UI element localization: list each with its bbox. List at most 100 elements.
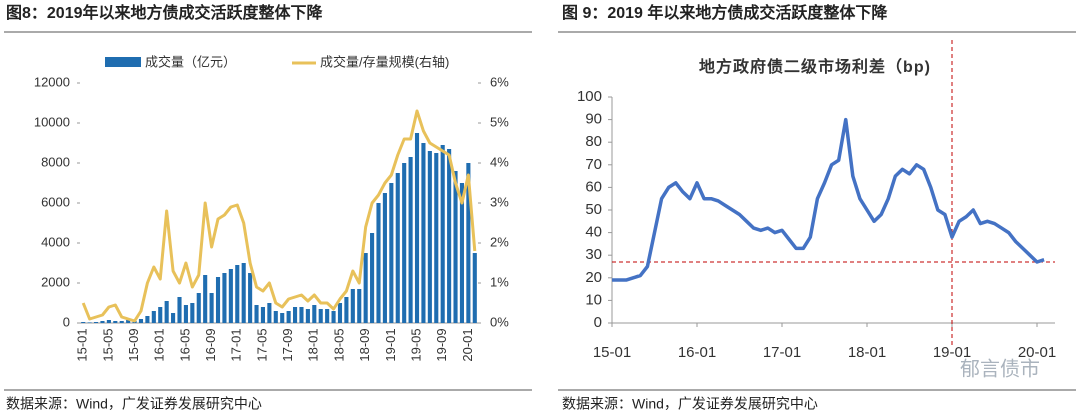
bar: [312, 305, 317, 323]
bar: [100, 321, 105, 323]
bar: [350, 289, 355, 323]
panel-title: 图 9：2019 年以来地方债成交活跃度整体下降: [562, 3, 888, 22]
bar: [228, 269, 233, 323]
source: 数据来源：Wind，广发证券发展研究中心: [562, 396, 818, 412]
bar: [260, 307, 266, 323]
y2-tick-label: 6%: [490, 74, 509, 89]
y-tick-label: 50: [585, 201, 602, 218]
y-tick-label: 40: [585, 224, 602, 241]
x-tick-label: 16-01: [678, 344, 716, 361]
y2-tick-label: 3%: [490, 194, 509, 209]
bar: [209, 293, 214, 323]
bar: [286, 311, 291, 323]
bar: [440, 145, 445, 323]
bar: [370, 233, 375, 323]
x-tick-label: 20-01: [1018, 344, 1056, 361]
bar: [87, 322, 92, 323]
bar: [376, 203, 381, 323]
bar: [222, 273, 227, 323]
bar: [325, 309, 330, 323]
y2-tick-label: 1%: [490, 274, 509, 289]
bar: [363, 253, 368, 323]
bar: [395, 173, 400, 323]
x-tick-label: 15-01: [75, 328, 90, 361]
chart-title: 地方政府债二级市场利差（bp): [699, 57, 931, 76]
bar: [235, 265, 240, 323]
bar: [196, 293, 201, 323]
x-tick-label: 19-05: [408, 328, 423, 361]
bar: [190, 303, 195, 323]
bar: [164, 301, 169, 323]
bar: [414, 133, 420, 323]
bar: [267, 303, 272, 323]
y2-tick-label: 4%: [490, 154, 509, 169]
line: [612, 117, 1045, 282]
bar: [447, 149, 452, 323]
bar: [344, 297, 349, 323]
y-tick-label: 4000: [41, 234, 70, 249]
y-tick-label: 100: [577, 88, 602, 105]
bar: [453, 171, 458, 323]
bar: [81, 322, 86, 323]
bar: [158, 307, 163, 323]
y-tick-label: 30: [585, 246, 602, 263]
y-tick-label: 70: [585, 156, 602, 173]
bar: [248, 273, 253, 323]
x-tick-label: 19-01: [383, 328, 398, 361]
bar: [215, 277, 221, 323]
y-tick-label: 90: [585, 111, 602, 128]
y-tick-label: 8000: [41, 154, 70, 169]
bar: [389, 183, 394, 323]
x-tick-label: 15-05: [100, 328, 115, 361]
legend-label: 成交量/存量规模(右轴): [320, 54, 449, 69]
bar: [472, 253, 477, 323]
bar: [145, 316, 150, 323]
x-tick-label: 16-01: [152, 328, 167, 361]
y-tick-label: 80: [585, 133, 602, 150]
x-tick-label: 15-09: [126, 328, 141, 361]
source: 数据来源：Wind，广发证券发展研究中心: [6, 396, 262, 412]
legend-swatch: [105, 57, 141, 67]
bar: [421, 143, 426, 323]
bar: [459, 183, 465, 323]
bar: [171, 313, 176, 323]
bar: [119, 321, 124, 323]
bar: [138, 319, 144, 323]
bar: [177, 297, 182, 323]
x-tick-label: 18-05: [331, 328, 346, 361]
y-tick-label: 60: [585, 178, 602, 195]
y-tick-label: 10: [585, 291, 602, 308]
x-tick-label: 19-09: [434, 328, 449, 361]
x-tick-label: 17-05: [254, 328, 269, 361]
bar: [299, 307, 304, 323]
y-tick-label: 20: [585, 269, 602, 286]
bar: [126, 320, 131, 323]
bar: [382, 193, 387, 323]
bar: [151, 311, 156, 323]
bar: [106, 320, 111, 323]
x-tick-label: 17-09: [280, 328, 295, 361]
y-tick-label: 2000: [41, 274, 70, 289]
bar: [427, 151, 432, 323]
x-tick-label: 20-01: [460, 328, 475, 361]
bar: [434, 153, 439, 323]
y-tick-label: 0: [63, 314, 70, 329]
bar: [305, 309, 310, 323]
x-tick-label: 18-01: [306, 328, 321, 361]
legend-label: 成交量（亿元）: [145, 54, 236, 69]
bar: [357, 289, 362, 323]
y2-tick-label: 0%: [490, 314, 509, 329]
bar: [241, 263, 246, 323]
x-tick-label: 18-09: [357, 328, 372, 361]
bar: [280, 313, 285, 323]
x-tick-label: 16-05: [177, 328, 192, 361]
y2-tick-label: 5%: [490, 114, 509, 129]
bar: [318, 309, 323, 323]
bar: [254, 305, 259, 323]
bar: [408, 157, 413, 323]
x-tick-label: 19-01: [933, 344, 971, 361]
bar: [113, 321, 118, 323]
y-tick-label: 10000: [34, 114, 70, 129]
bar: [292, 307, 298, 323]
